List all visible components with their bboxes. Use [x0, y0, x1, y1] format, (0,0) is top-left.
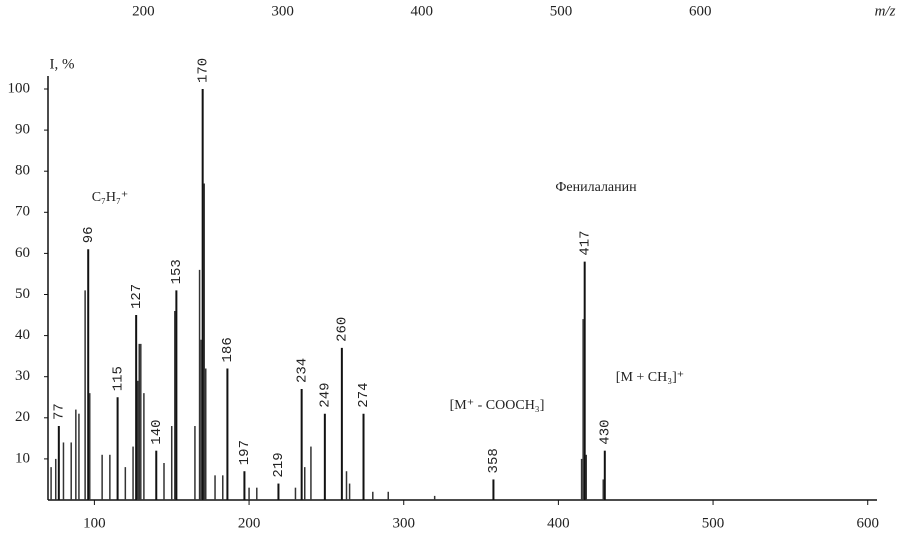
annotation: Фенилаланин: [555, 180, 637, 195]
peak-label: 96: [81, 226, 97, 243]
top-tick-label: 300: [271, 3, 294, 19]
y-tick-label: 80: [15, 163, 30, 179]
peak-label: 127: [129, 284, 145, 309]
peak-label: 249: [318, 382, 334, 407]
peak-label: 417: [577, 230, 593, 255]
peak-label: 234: [294, 358, 310, 383]
y-tick-label: 30: [15, 368, 30, 384]
peak-label: 197: [237, 440, 253, 465]
x-tick-label: 200: [238, 515, 261, 531]
peak-label: 274: [356, 382, 372, 407]
x-tick-label: 400: [547, 515, 570, 531]
x-tick-label: 500: [702, 515, 725, 531]
peak-label: 153: [169, 259, 185, 284]
y-tick-label: 40: [15, 327, 30, 343]
peak-label: 358: [486, 448, 502, 473]
x-tick-label: 600: [856, 515, 879, 531]
peak-label: 186: [220, 337, 236, 362]
y-tick-label: 70: [15, 204, 30, 220]
y-tick-label: 50: [15, 286, 30, 302]
y-tick-label: 100: [8, 80, 31, 96]
peak-label: 260: [335, 317, 351, 342]
peak-label: 430: [597, 419, 613, 444]
annotation: C₇H₇⁺: [92, 190, 129, 205]
top-tick-label: 200: [132, 3, 155, 19]
x-tick-label: 300: [392, 515, 415, 531]
peak-label: 115: [110, 366, 126, 391]
y-tick-label: 20: [15, 409, 30, 425]
peak-label: 219: [271, 452, 287, 477]
y-tick-label: 60: [15, 245, 30, 261]
y-tick-label: 90: [15, 122, 30, 138]
top-tick-label: 600: [689, 3, 712, 19]
annotation: [M + CH₃]⁺: [616, 370, 684, 385]
top-axis-label: m/z: [875, 3, 896, 19]
y-axis-label: I, %: [50, 56, 75, 72]
top-tick-label: 400: [411, 3, 434, 19]
peak-label: 77: [52, 403, 68, 420]
peak-label: 170: [195, 58, 211, 83]
x-tick-label: 100: [83, 515, 106, 531]
peak-label: 140: [149, 419, 165, 444]
y-tick-label: 10: [15, 450, 30, 466]
annotation: [M⁺ - COOCH₃]: [450, 398, 545, 413]
top-tick-label: 500: [550, 3, 573, 19]
